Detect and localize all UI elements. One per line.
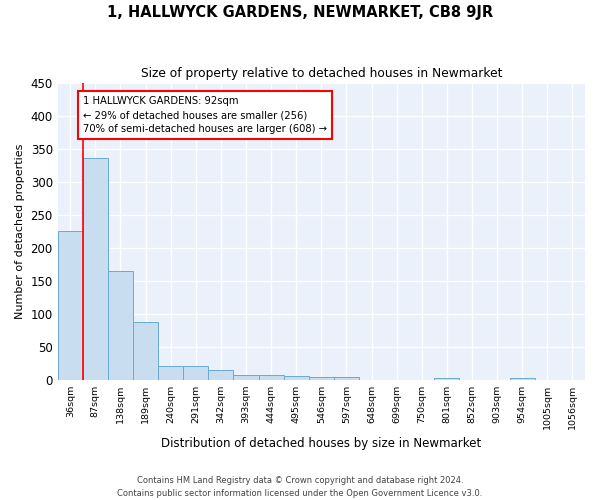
Bar [108,271,133,380]
X-axis label: Distribution of detached houses by size in Newmarket: Distribution of detached houses by size … [161,437,481,450]
Title: Size of property relative to detached houses in Newmarket: Size of property relative to detached ho… [140,68,502,80]
Bar [259,375,284,380]
Text: 1 HALLWYCK GARDENS: 92sqm
← 29% of detached houses are smaller (256)
70% of semi: 1 HALLWYCK GARDENS: 92sqm ← 29% of detac… [83,96,327,134]
Text: Contains HM Land Registry data © Crown copyright and database right 2024.
Contai: Contains HM Land Registry data © Crown c… [118,476,482,498]
Y-axis label: Number of detached properties: Number of detached properties [15,144,25,319]
Bar [133,322,158,380]
Bar [83,158,108,380]
Bar [284,376,309,380]
Bar [309,377,334,380]
Bar [158,366,183,380]
Bar [434,378,460,380]
Bar [509,378,535,380]
Text: 1, HALLWYCK GARDENS, NEWMARKET, CB8 9JR: 1, HALLWYCK GARDENS, NEWMARKET, CB8 9JR [107,5,493,20]
Bar [334,377,359,380]
Bar [183,366,208,380]
Bar [58,230,83,380]
Bar [233,375,259,380]
Bar [208,370,233,380]
